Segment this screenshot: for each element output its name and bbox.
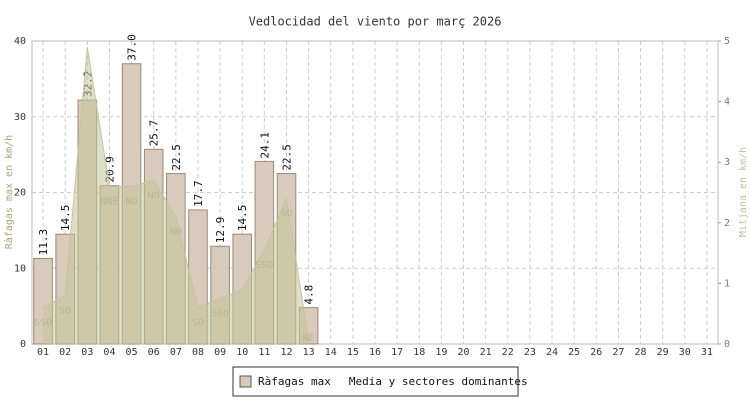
y2-tick-label: 4 <box>724 97 730 108</box>
x-tick-label: 11 <box>258 347 270 358</box>
value-label: 17.7 <box>192 180 205 207</box>
plot-frame <box>31 40 719 345</box>
x-tick-label: 02 <box>59 347 71 358</box>
value-label: 11.3 <box>37 229 50 256</box>
x-tick-label: 17 <box>391 347 403 358</box>
x-tick-label: 18 <box>413 347 425 358</box>
sector-label: NE <box>303 333 315 344</box>
x-tick-label: 03 <box>81 347 93 358</box>
sector-label: SO <box>192 318 204 329</box>
x-tick-label: 15 <box>347 347 359 358</box>
x-tick-label: 19 <box>435 347 447 358</box>
x-tick-label: 05 <box>126 347 138 358</box>
y2-tick-label: 3 <box>724 157 730 168</box>
area-line <box>42 46 310 342</box>
x-tick-label: 25 <box>568 347 580 358</box>
y2-tick-label: 5 <box>724 36 730 47</box>
x-tick-label: 07 <box>170 347 182 358</box>
legend-swatch <box>239 375 252 388</box>
x-tick-label: 08 <box>192 347 204 358</box>
x-tick-label: 20 <box>457 347 469 358</box>
sector-label: SSO <box>34 318 52 329</box>
chart-title: Vedlocidad del viento por març 2026 <box>249 15 502 29</box>
legend-label: Ràfagas max <box>258 375 331 388</box>
x-tick-label: 30 <box>679 347 691 358</box>
y-tick-label: 30 <box>14 112 26 123</box>
x-tick-label: 26 <box>590 347 602 358</box>
value-label: 14.5 <box>236 205 249 232</box>
value-label: 4.8 <box>303 285 316 305</box>
sector-label: SO <box>59 306 71 317</box>
legend-label: Media y sectores dominantes <box>349 375 528 388</box>
x-tick-label: 31 <box>701 347 713 358</box>
x-tick-label: 06 <box>148 347 160 358</box>
y-tick-label: 0 <box>20 339 26 350</box>
x-tick-label: 12 <box>280 347 292 358</box>
x-tick-label: 21 <box>480 347 492 358</box>
value-label: 14.5 <box>59 205 72 232</box>
y-tick-label: 20 <box>14 188 26 199</box>
x-tick-label: 29 <box>657 347 669 358</box>
x-tick-label: 10 <box>236 347 248 358</box>
x-tick-label: 23 <box>524 347 536 358</box>
y-axis-title: Ràfagas max en km/h <box>3 135 15 249</box>
y-tick-label: 40 <box>14 36 26 47</box>
x-tick-label: 16 <box>369 347 381 358</box>
value-label: 12.9 <box>214 217 227 244</box>
sector-label: NNE <box>100 196 118 207</box>
value-label: 25.7 <box>148 120 161 147</box>
sector-label: NO <box>126 196 138 207</box>
x-tick-label: 22 <box>502 347 514 358</box>
x-tick-label: 04 <box>103 347 115 358</box>
sector-label: SSO <box>255 260 273 271</box>
x-tick-label: 09 <box>214 347 226 358</box>
x-tick-label: 27 <box>612 347 624 358</box>
y2-tick-label: 1 <box>724 278 730 289</box>
value-label: 22.5 <box>170 144 183 171</box>
value-label: 37.0 <box>126 34 139 61</box>
sector-label: SSO <box>211 309 229 320</box>
sector-label: SO <box>280 209 292 220</box>
sector-label: NO <box>148 190 160 201</box>
y-tick-label: 10 <box>14 263 26 274</box>
x-tick-label: 13 <box>303 347 315 358</box>
value-label: 22.5 <box>280 144 293 171</box>
y2-tick-label: 2 <box>724 218 730 229</box>
legend-box <box>232 366 519 397</box>
x-tick-label: 01 <box>37 347 49 358</box>
value-label: 24.1 <box>258 132 271 159</box>
area-fill <box>43 47 309 345</box>
x-tick-label: 14 <box>325 347 337 358</box>
y2-axis-title: Mitjana en km/h <box>738 147 749 237</box>
sector-label: NO <box>170 227 182 238</box>
y2-tick-label: 0 <box>724 339 730 350</box>
x-tick-label: 28 <box>635 347 647 358</box>
x-tick-label: 24 <box>546 347 558 358</box>
